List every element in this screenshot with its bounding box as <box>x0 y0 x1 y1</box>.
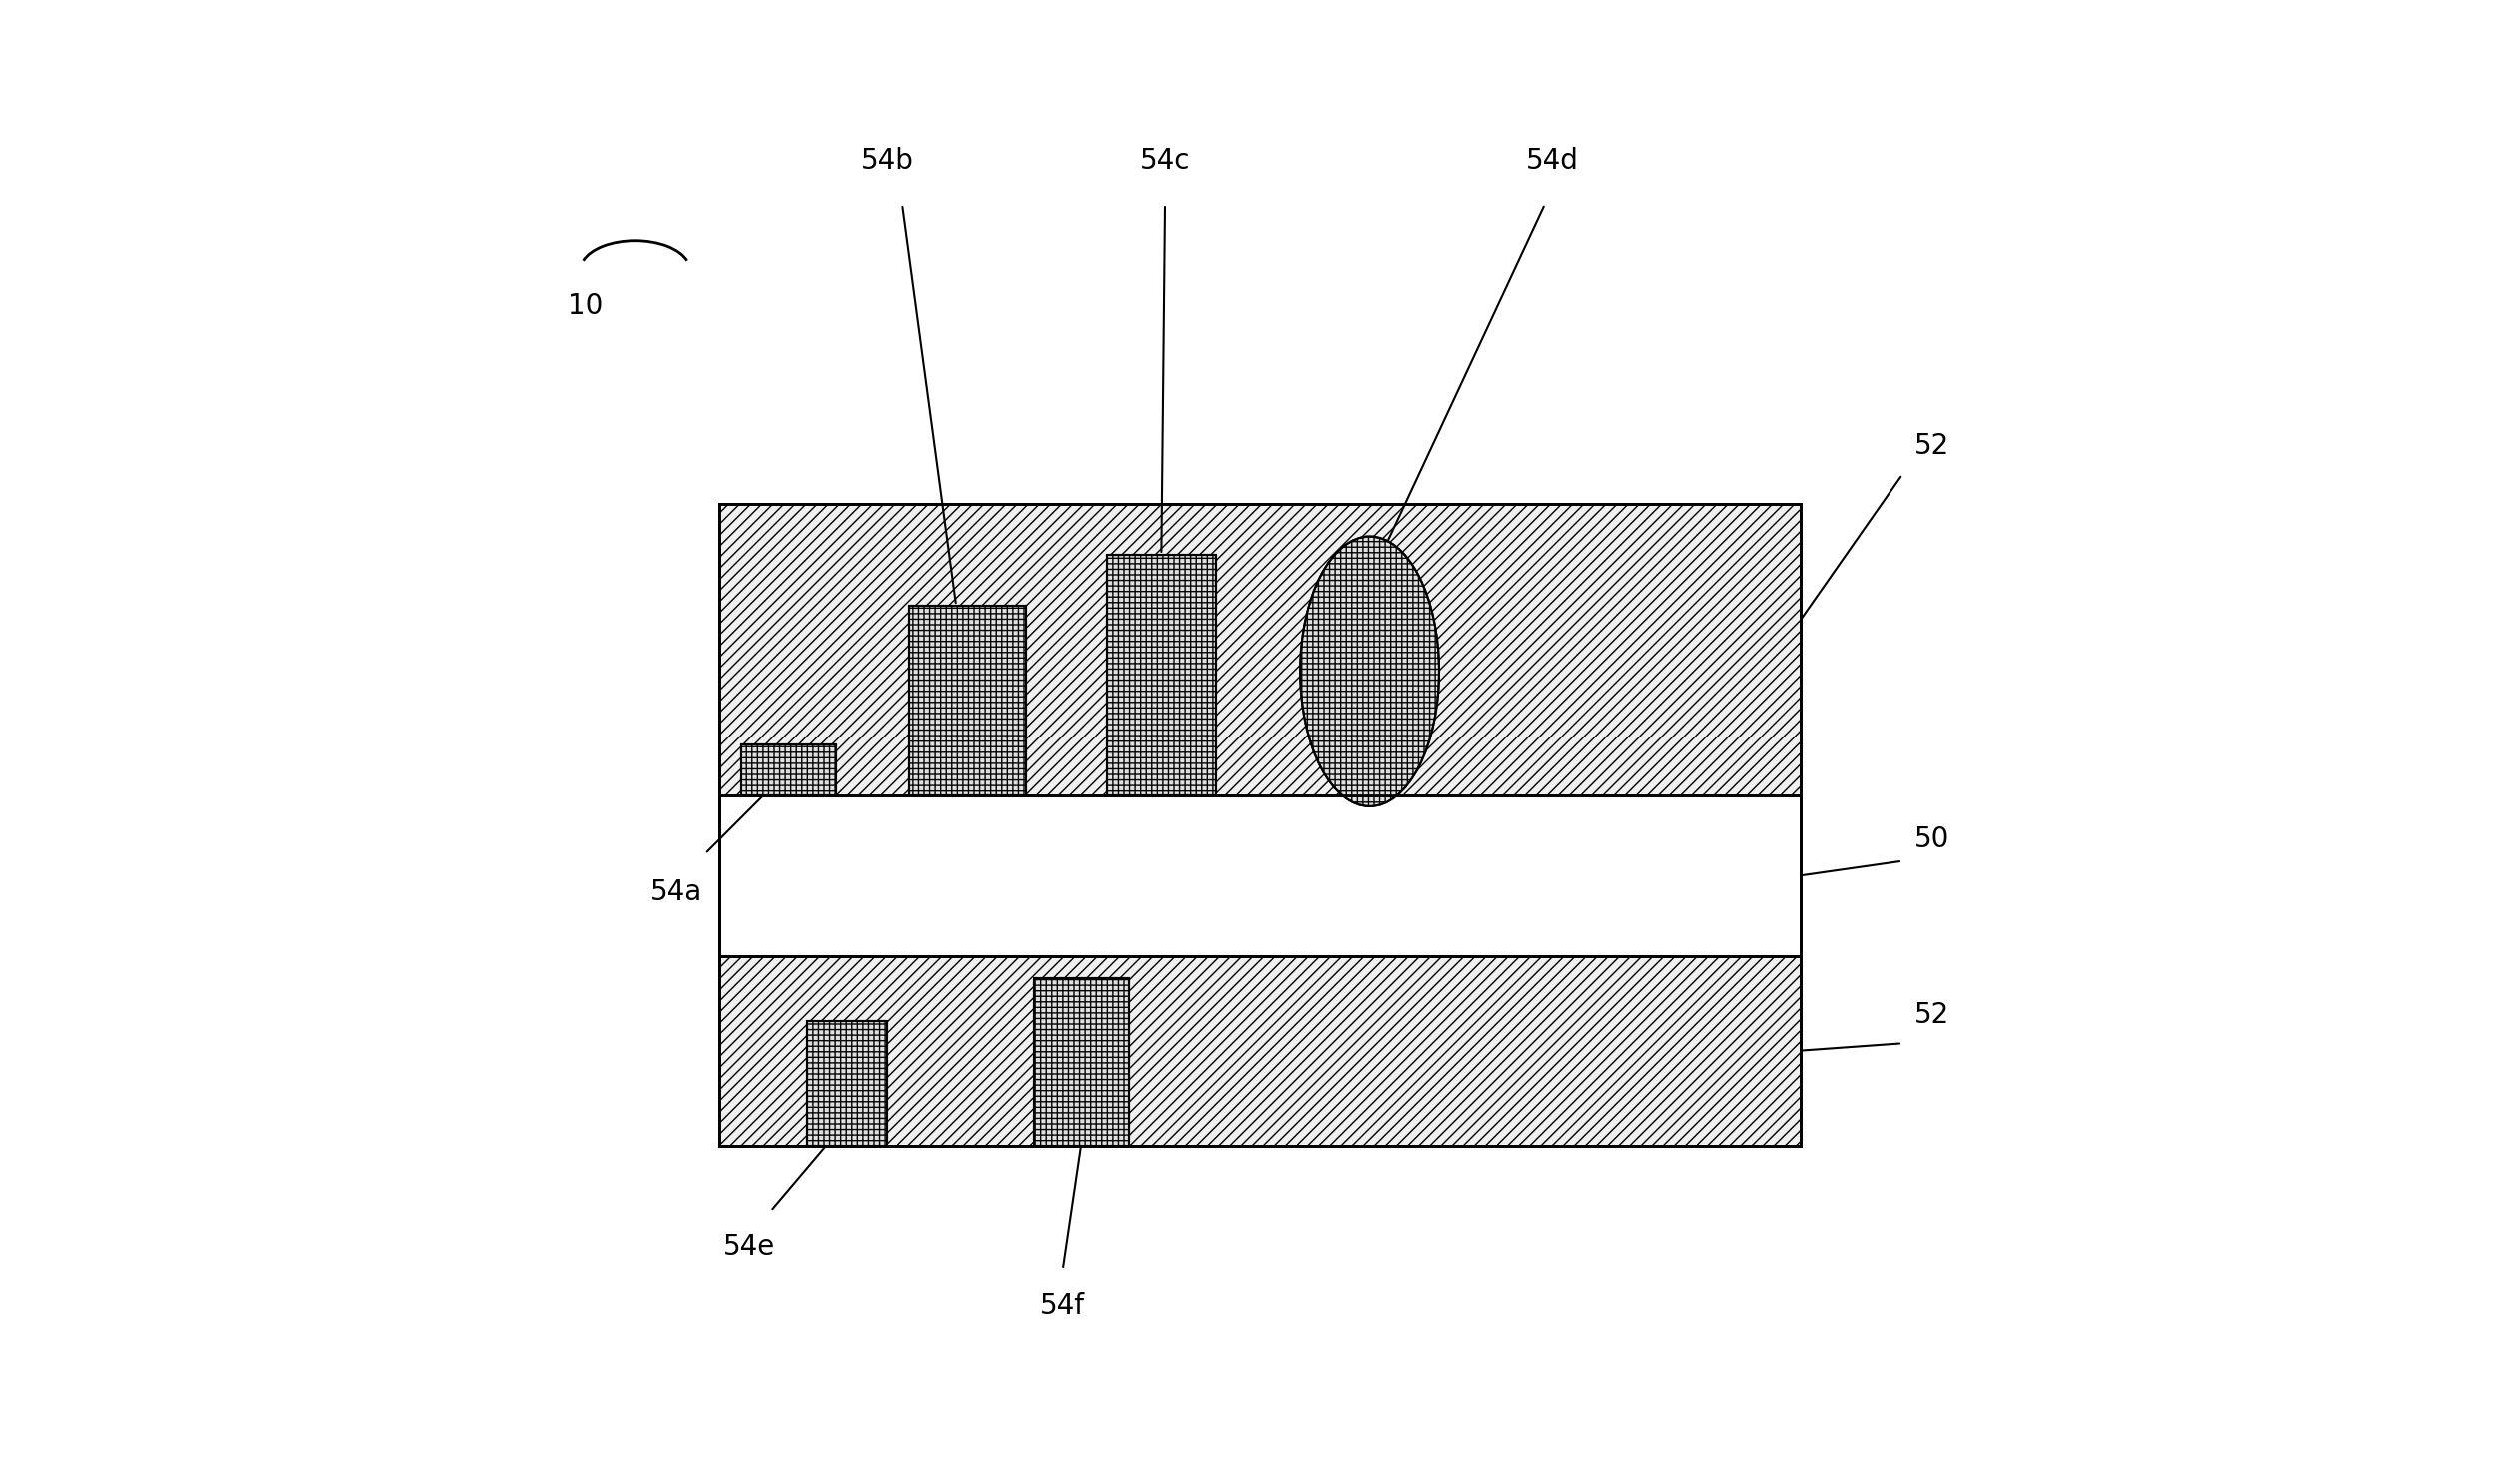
Bar <box>1106 554 1217 796</box>
Text: 54d: 54d <box>1525 147 1578 175</box>
Bar <box>910 606 1026 796</box>
Text: 52: 52 <box>1915 1001 1950 1029</box>
Bar <box>721 796 1799 957</box>
Bar <box>1106 554 1217 796</box>
Bar <box>741 744 837 796</box>
Bar <box>1033 977 1129 1145</box>
Text: 54b: 54b <box>862 147 915 175</box>
Bar <box>721 504 1799 796</box>
Bar <box>806 1021 887 1145</box>
Text: 54e: 54e <box>723 1234 776 1262</box>
Text: 54a: 54a <box>650 879 703 907</box>
Bar <box>1033 977 1129 1145</box>
Text: 50: 50 <box>1915 825 1950 853</box>
Bar <box>910 606 1026 796</box>
Bar <box>741 744 837 796</box>
Bar <box>806 1021 887 1145</box>
Text: 52: 52 <box>1915 432 1950 460</box>
Text: 10: 10 <box>567 292 602 320</box>
Bar <box>721 957 1799 1145</box>
Text: 54c: 54c <box>1139 147 1189 175</box>
Ellipse shape <box>1300 537 1439 806</box>
Text: 54f: 54f <box>1041 1291 1086 1319</box>
